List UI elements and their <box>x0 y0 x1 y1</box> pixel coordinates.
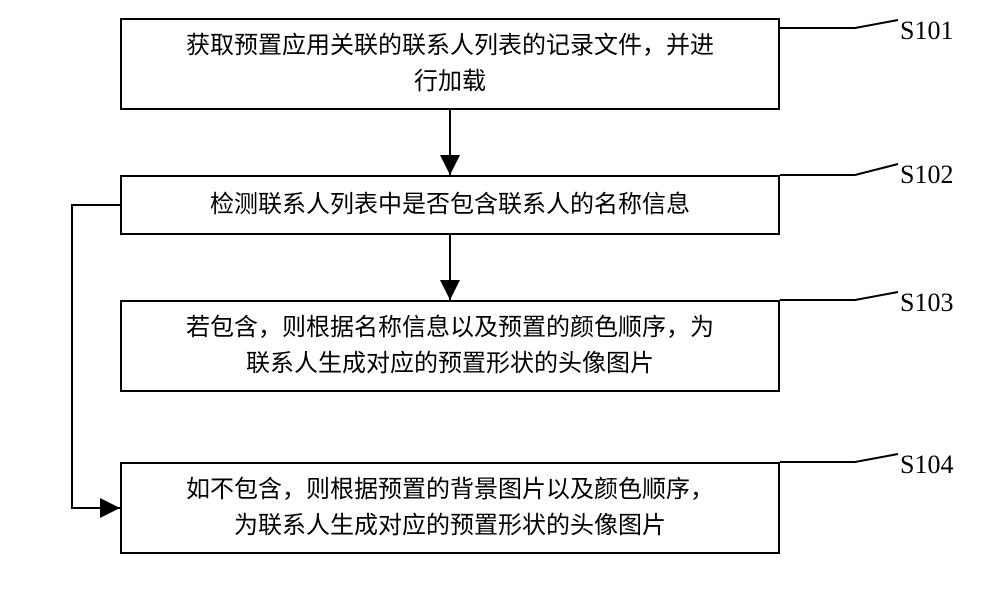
leader-s103 <box>780 292 898 300</box>
leader-s101 <box>780 20 898 28</box>
leader-s102 <box>780 164 898 175</box>
leader-s104 <box>780 454 898 462</box>
flow-connectors <box>0 0 1000 590</box>
edge-n2-n4 <box>72 205 120 508</box>
